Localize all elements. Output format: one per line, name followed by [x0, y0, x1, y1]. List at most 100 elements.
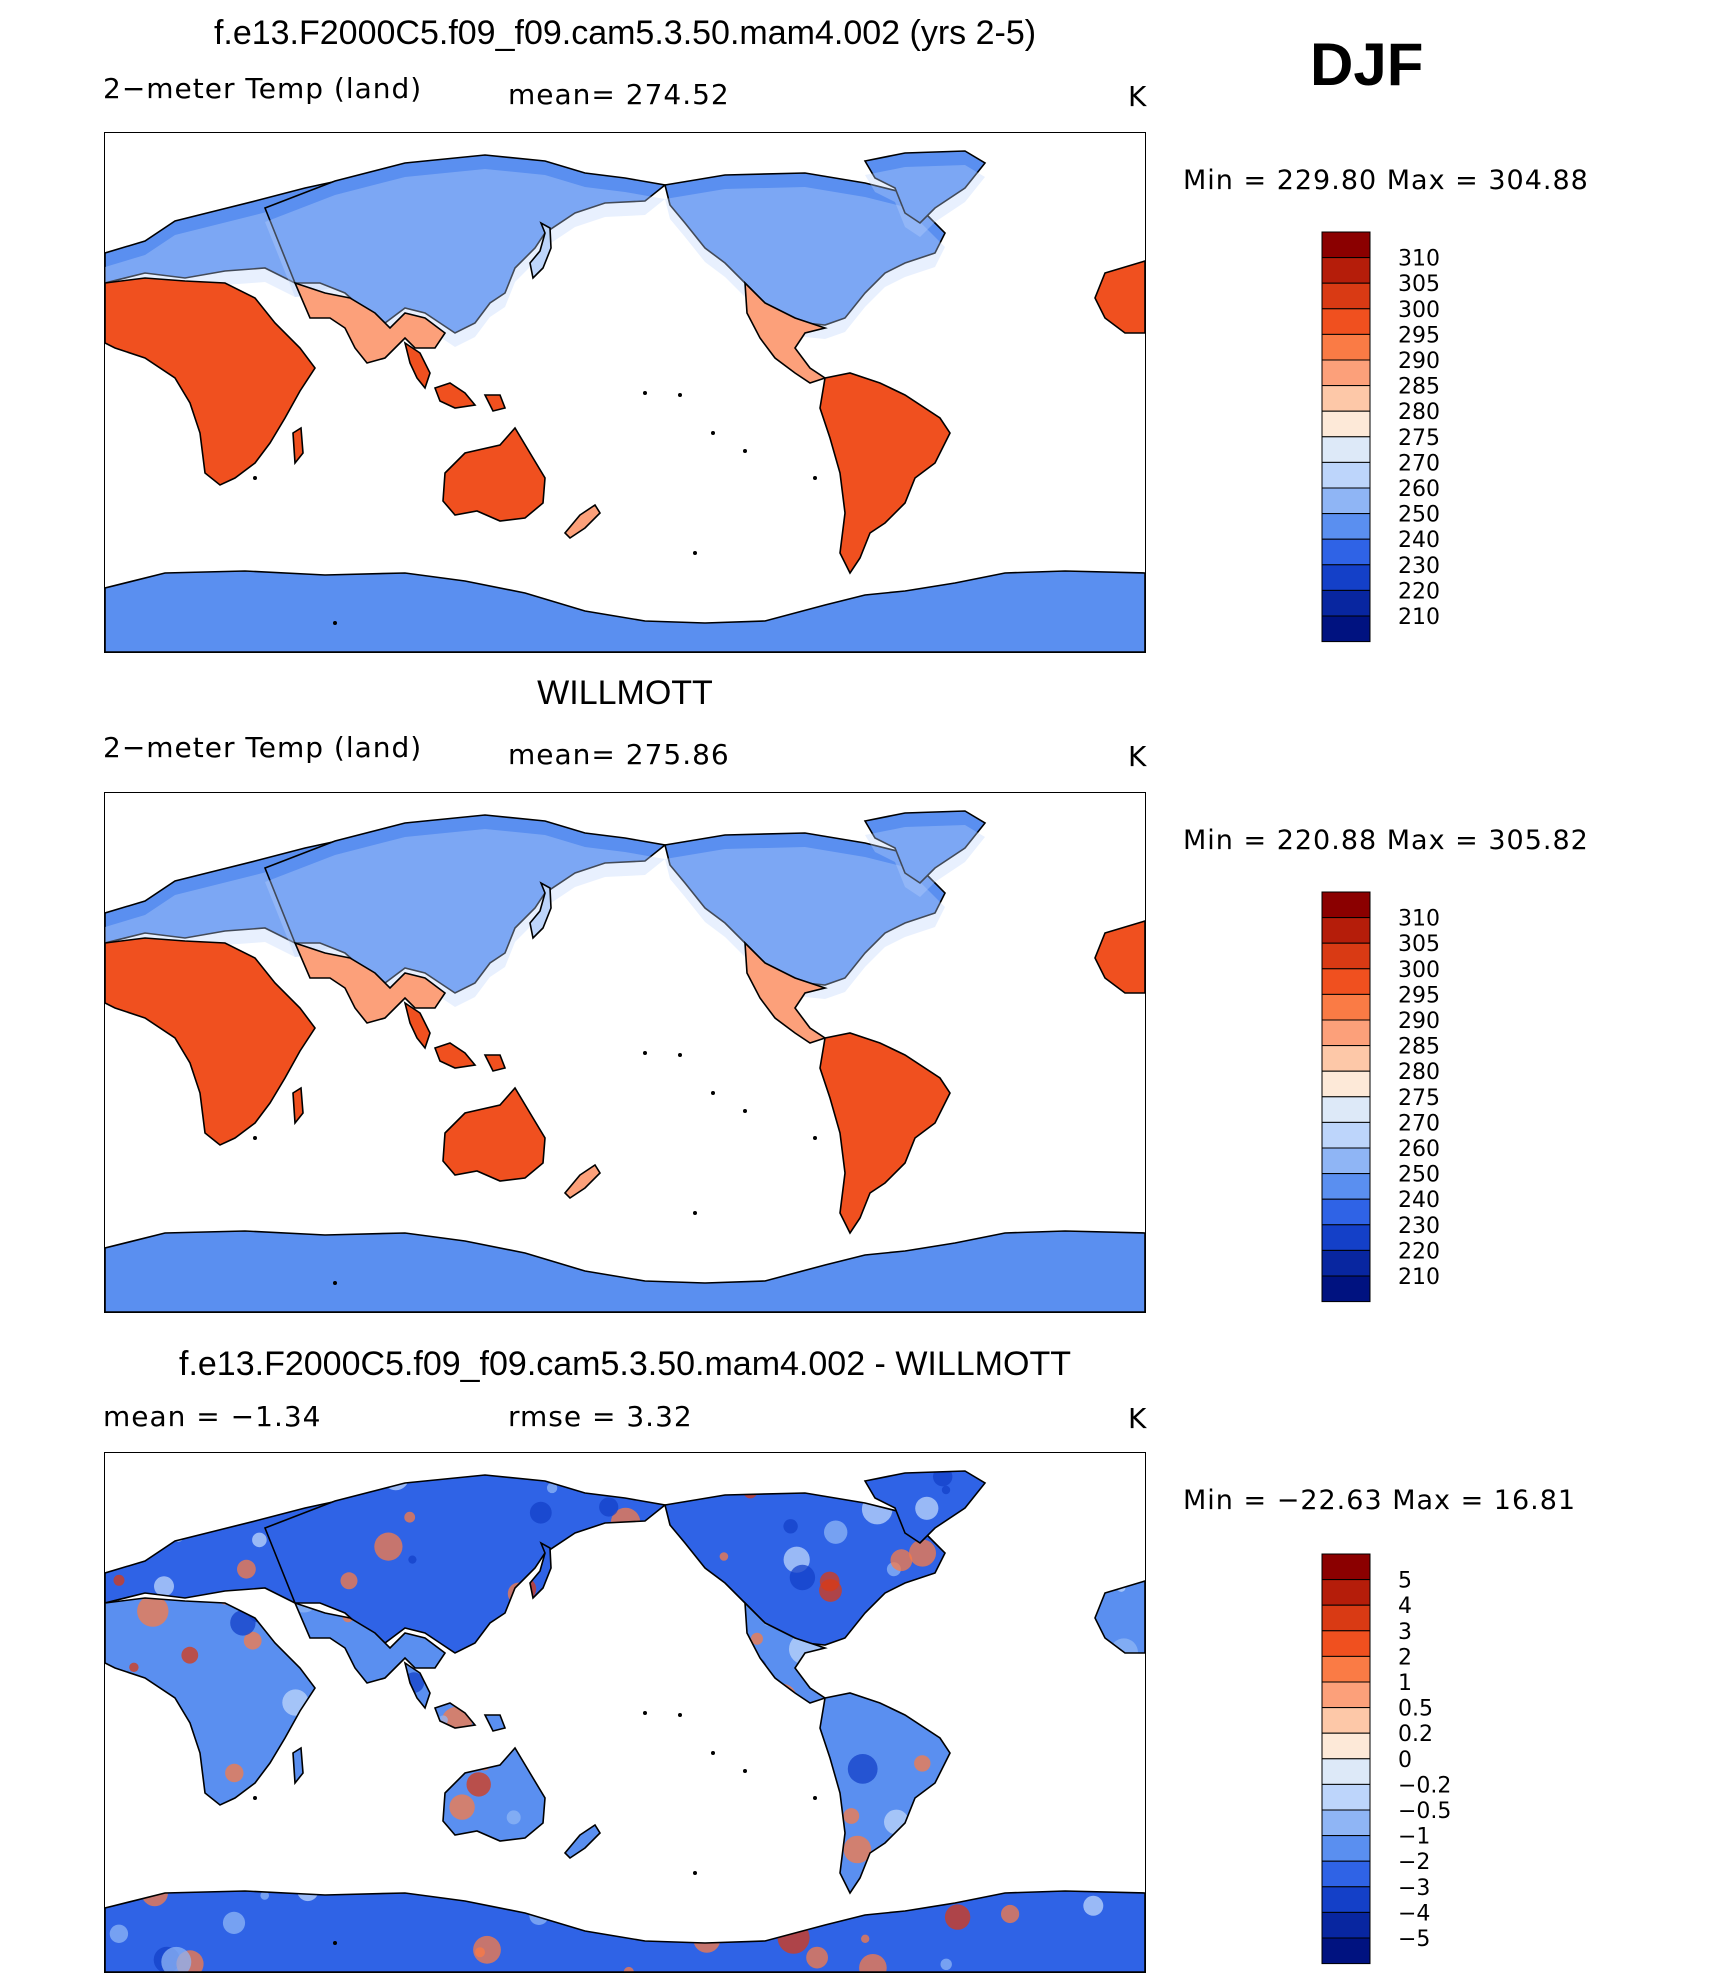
mean-label: mean= 274.52 — [508, 78, 730, 111]
world-map-canvas — [104, 1470, 1146, 1973]
colorbar-swatch — [1321, 1732, 1371, 1760]
island-mark — [743, 449, 747, 453]
land-region-seasia — [403, 341, 507, 412]
colorbar-swatch — [1321, 1655, 1371, 1683]
colorbar-swatch — [1321, 359, 1371, 387]
rmse-label: rmse = 3.32 — [508, 1400, 693, 1433]
island-mark — [693, 1871, 697, 1875]
island-mark — [678, 1053, 682, 1057]
island-mark — [743, 1109, 747, 1113]
variable-label: 2−meter Temp (land) — [103, 731, 423, 764]
colorbar-tick-label: 285 — [1398, 375, 1440, 400]
colorbar-tick-label: 4 — [1398, 1594, 1412, 1619]
colorbar-swatch — [1321, 231, 1371, 259]
island-mark — [813, 1136, 817, 1140]
colorbar-swatch — [1321, 891, 1371, 919]
colorbar-tick-label: 295 — [1398, 323, 1440, 348]
land-region-japan — [529, 881, 552, 940]
colorbar: 3103053002952902852802752702602502402302… — [1321, 891, 1440, 1303]
land-region-wafrica — [1094, 1579, 1146, 1654]
land-region-antarctica — [104, 1230, 1146, 1313]
season-label: DJF — [1310, 31, 1424, 98]
colorbar-tick-label: 240 — [1398, 528, 1440, 553]
colorbar-tick-label: 300 — [1398, 958, 1440, 983]
island-mark — [333, 1941, 337, 1945]
colorbar-tick-label: −5 — [1398, 1927, 1430, 1952]
colorbar-swatch — [1321, 385, 1371, 412]
land-region-australia — [442, 1746, 546, 1842]
colorbar-tick-label: 0.5 — [1398, 1697, 1433, 1722]
colorbar-tick-label: 250 — [1398, 1163, 1440, 1188]
colorbar-swatch — [1321, 1249, 1371, 1277]
land-region-sasia — [293, 281, 447, 364]
world-map-canvas — [104, 150, 1146, 653]
colorbar-swatch — [1321, 1224, 1371, 1251]
colorbar-tick-label: −0.5 — [1398, 1799, 1451, 1824]
land-region-japan — [529, 221, 552, 280]
panel-title: f.e13.F2000C5.f09_f09.cam5.3.50.mam4.002… — [179, 1345, 1071, 1383]
world-map — [104, 792, 1146, 1313]
colorbar-swatch — [1321, 1630, 1371, 1657]
colorbar-tick-label: 270 — [1398, 451, 1440, 476]
colorbar-swatch — [1321, 1275, 1371, 1303]
land-region-nz — [563, 1163, 602, 1200]
colorbar-tick-label: 290 — [1398, 1009, 1440, 1034]
colorbar-tick-label: 275 — [1398, 1086, 1440, 1111]
land-region-madagasc — [292, 1746, 304, 1786]
land-region-wafrica — [1094, 919, 1146, 994]
colorbar-swatch — [1321, 257, 1371, 284]
mean-label: mean = −1.34 — [103, 1400, 322, 1433]
colorbar-swatch — [1321, 333, 1371, 361]
land-region-nz — [563, 503, 602, 540]
colorbar-swatch — [1321, 1860, 1371, 1888]
land-region-samerica — [819, 1692, 951, 1895]
colorbar-swatch — [1321, 1096, 1371, 1123]
land-region-wafrica — [1094, 259, 1146, 334]
island-mark — [711, 1091, 715, 1095]
colorbar-tick-label: 260 — [1398, 1137, 1440, 1162]
land-region-australia — [442, 426, 546, 522]
colorbar-tick-label: 230 — [1398, 1214, 1440, 1239]
colorbar-tick-label: 240 — [1398, 1188, 1440, 1213]
island-mark — [643, 1051, 647, 1055]
colorbar-swatch — [1321, 308, 1371, 335]
colorbar-tick-label: 260 — [1398, 477, 1440, 502]
colorbar-tick-label: 0.2 — [1398, 1722, 1433, 1747]
mean-label: mean= 275.86 — [508, 738, 730, 771]
panel-title: WILLMOTT — [537, 674, 713, 712]
variable-label: 2−meter Temp (land) — [103, 72, 423, 105]
colorbar-tick-label: 230 — [1398, 554, 1440, 579]
colorbar-swatch — [1321, 513, 1371, 540]
colorbar-tick-label: 310 — [1398, 907, 1440, 932]
colorbar-swatch — [1321, 589, 1371, 617]
panel-title: f.e13.F2000C5.f09_f09.cam5.3.50.mam4.002… — [213, 14, 1037, 52]
island-mark — [693, 551, 697, 555]
land-region-namerica — [664, 832, 946, 999]
colorbar-swatch — [1321, 1681, 1371, 1709]
colorbar-tick-label: 0 — [1398, 1748, 1412, 1773]
colorbar-swatch — [1321, 487, 1371, 515]
colorbar-swatch — [1321, 1937, 1371, 1965]
colorbar-swatch — [1321, 1809, 1371, 1837]
colorbar-tick-label: 295 — [1398, 983, 1440, 1008]
land-region-seasia — [403, 1001, 507, 1072]
colorbar-swatch — [1321, 1553, 1371, 1581]
minmax-label: Min = 220.88 Max = 305.82 — [1183, 825, 1589, 856]
colorbar-tick-label: 220 — [1398, 579, 1440, 604]
land-region-namerica — [664, 172, 946, 339]
colorbar-tick-label: 210 — [1398, 605, 1440, 630]
world-map — [104, 1452, 1146, 1973]
colorbar-swatch — [1321, 1070, 1371, 1098]
colorbar-tick-label: 5 — [1398, 1569, 1412, 1594]
island-mark — [643, 391, 647, 395]
colorbar-tick-label: 305 — [1398, 932, 1440, 957]
colorbar-swatch — [1321, 1835, 1371, 1862]
island-mark — [743, 1769, 747, 1773]
colorbar-tick-label: 220 — [1398, 1239, 1440, 1264]
land-region-midam — [744, 940, 828, 1044]
land-region-madagasc — [292, 1086, 304, 1126]
colorbar: 3103053002952902852802752702602502402302… — [1321, 231, 1440, 643]
colorbar-swatch — [1321, 1604, 1371, 1632]
island-mark — [333, 1281, 337, 1285]
land-region-samerica — [819, 1032, 951, 1235]
